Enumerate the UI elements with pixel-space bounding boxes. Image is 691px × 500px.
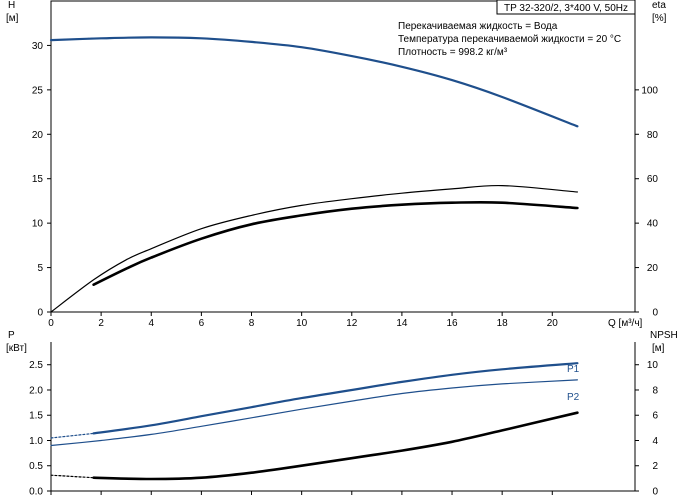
- h-axis-unit: [м]: [6, 13, 19, 24]
- right-tick-label: 20: [647, 263, 659, 274]
- right-tick-label: 0: [652, 308, 658, 319]
- npsh-axis-title: NPSH: [650, 330, 678, 341]
- left-tick-label: 0: [37, 308, 43, 319]
- right-tick-label: 2: [652, 461, 658, 472]
- left-tick-label: 1.5: [29, 411, 43, 422]
- model-label-box: TP 32-320/2, 3*400 V, 50Hz: [496, 0, 636, 15]
- left-tick-label: 0.5: [29, 461, 43, 472]
- main-plot-area: [50, 0, 636, 313]
- series-line-p2: [50, 379, 578, 447]
- x-tick-label: 10: [296, 318, 308, 329]
- h-axis-title: H: [8, 0, 15, 11]
- x-tick-label: 8: [249, 318, 255, 329]
- left-tick-label: 25: [32, 85, 44, 96]
- right-tick-label: 8: [652, 385, 658, 396]
- info-fluid: Перекачиваемая жидкость = Вода: [398, 21, 558, 32]
- x-tick-label: 0: [48, 318, 54, 329]
- series-line-p1-extension: [50, 432, 95, 439]
- left-tick-label: 2.0: [29, 385, 43, 396]
- x-tick-label: 14: [396, 318, 408, 329]
- x-tick-label: 20: [547, 318, 559, 329]
- model-label: TP 32-320/2, 3*400 V, 50Hz: [504, 3, 628, 14]
- x-tick-label: 18: [497, 318, 509, 329]
- right-tick-label: 40: [647, 219, 659, 230]
- x-tick-label: 16: [446, 318, 458, 329]
- right-tick-label: 80: [647, 130, 659, 141]
- left-tick-label: 15: [32, 174, 44, 185]
- right-tick-label: 6: [652, 411, 658, 422]
- info-density: Плотность = 998.2 кг/м³: [398, 47, 508, 58]
- left-tick-label: 1.0: [29, 436, 43, 447]
- left-tick-label: 5: [37, 263, 43, 274]
- series-line-eta: [50, 184, 578, 313]
- x-tick-label: 2: [98, 318, 104, 329]
- info-temperature: Температура перекачиваемой жидкости = 20…: [398, 34, 621, 45]
- right-tick-label: 100: [641, 85, 658, 96]
- p-axis-unit: [кВт]: [6, 343, 27, 354]
- eta-axis-unit: [%]: [652, 13, 667, 24]
- npsh-axis-unit: [м]: [652, 343, 665, 354]
- right-tick-label: 4: [652, 436, 658, 447]
- series-line-eta: [92, 200, 579, 286]
- power-plot-area: [50, 342, 636, 492]
- x-tick-label: 12: [346, 318, 358, 329]
- series-line-npsh: [92, 411, 579, 481]
- eta-axis-title: eta: [652, 0, 666, 11]
- x-tick-label: 6: [199, 318, 205, 329]
- x-tick-label: 4: [148, 318, 154, 329]
- right-tick-label: 10: [647, 360, 659, 371]
- series-line-h: [49, 36, 579, 128]
- right-tick-label: 60: [647, 174, 659, 185]
- p2-series-label: P2: [567, 392, 580, 403]
- right-tick-label: 0: [652, 487, 658, 498]
- p1-series-label: P1: [567, 364, 580, 375]
- info-block: Перекачиваемая жидкость = Вода Температу…: [398, 21, 621, 58]
- series-line-h-extension: [50, 37, 95, 41]
- p-axis-title: P: [8, 330, 15, 341]
- left-tick-label: 30: [32, 41, 44, 52]
- left-tick-label: 20: [32, 130, 44, 141]
- series-line-p1: [92, 362, 579, 435]
- left-tick-label: 10: [32, 219, 44, 230]
- q-axis-title: Q [м³/ч]: [608, 318, 643, 329]
- left-tick-label: 2.5: [29, 360, 43, 371]
- left-tick-label: 0.0: [29, 487, 43, 498]
- series-line-npsh-extension: [50, 474, 95, 479]
